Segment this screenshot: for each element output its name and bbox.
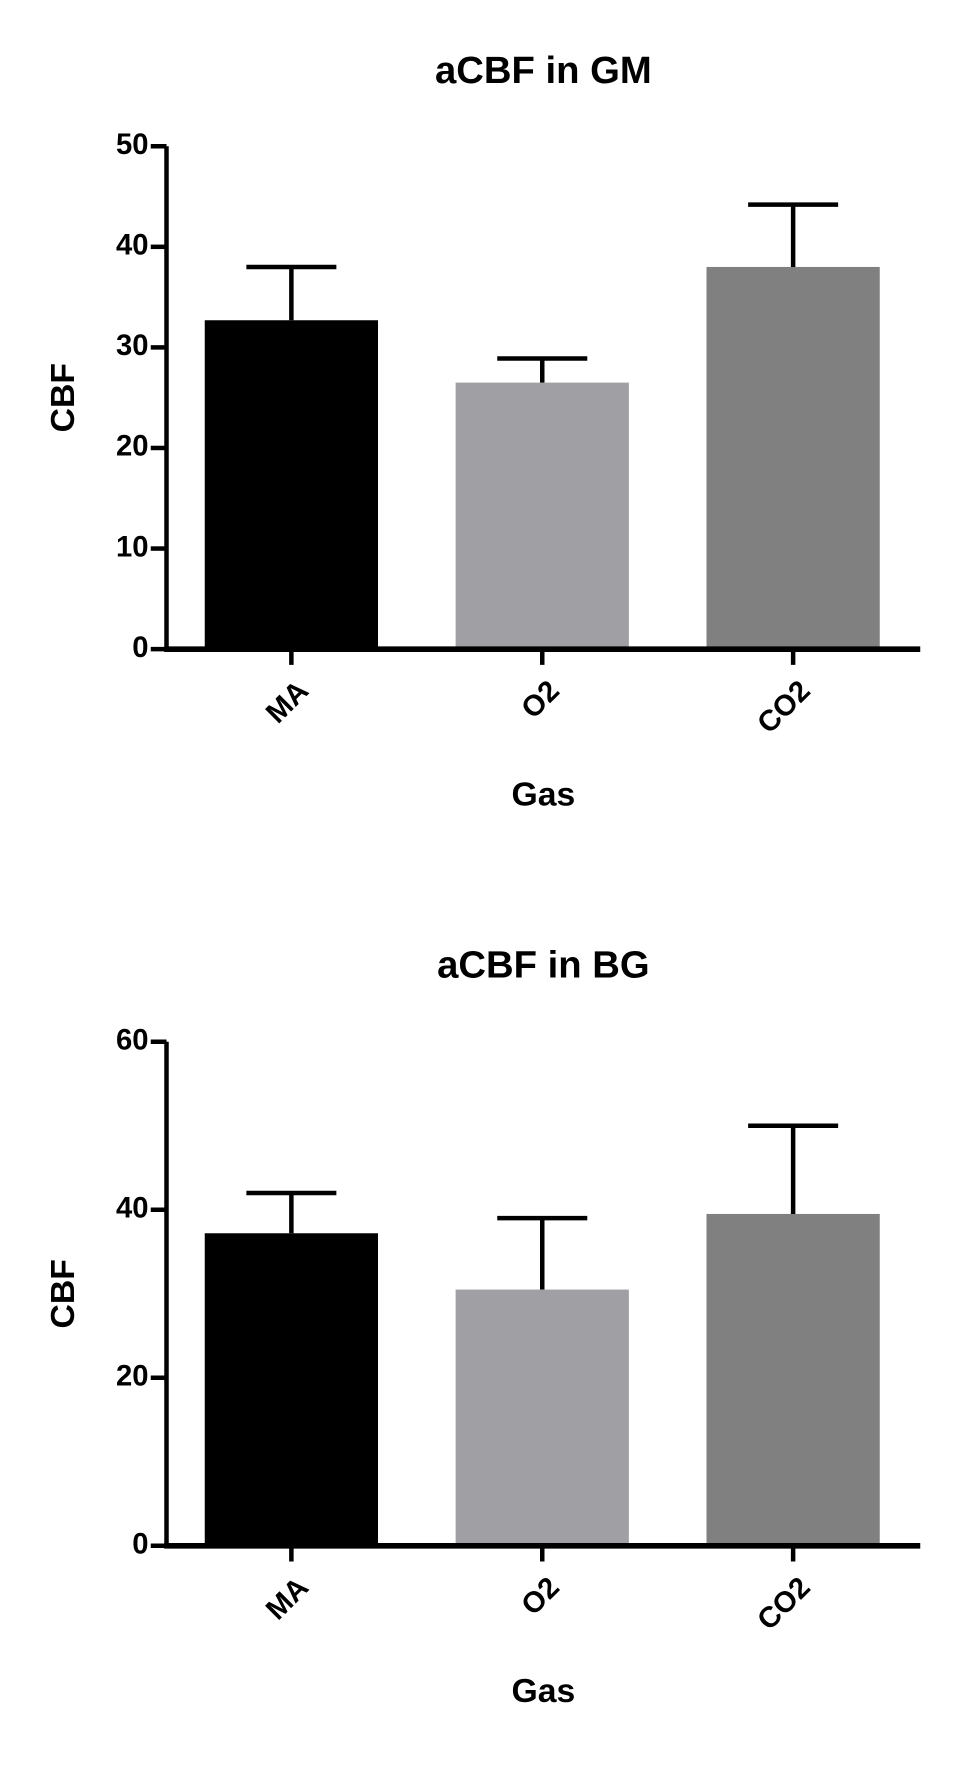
x-tick-label: MA (260, 1571, 315, 1626)
bar (706, 266, 880, 650)
x-tick-label: O2 (516, 1571, 566, 1621)
chart: aCBF in BG CBF Gas MA O2 CO2 0 20 40 60 (44, 944, 921, 1710)
bar (455, 382, 629, 650)
y-tick-label: 60 (116, 1024, 149, 1056)
x-tick-label: MA (260, 675, 315, 730)
y-tick-label: 0 (132, 1528, 148, 1560)
y-tick-label: 40 (116, 230, 149, 262)
bar (204, 1233, 378, 1546)
chart-title: aCBF in BG (437, 944, 650, 987)
y-tick-label: 0 (132, 632, 148, 664)
y-tick-label: 30 (116, 330, 149, 362)
chart: aCBF in GM CBF Gas MA O2 CO2 0 10 20 30 40 50 (44, 49, 921, 813)
bar (706, 1213, 880, 1546)
chart-title: aCBF in GM (435, 49, 652, 92)
bar (204, 320, 378, 650)
y-axis-label: CBF (44, 363, 82, 432)
y-tick-label: 40 (116, 1192, 149, 1224)
y-tick-label: 50 (116, 129, 149, 161)
x-tick-label: CO2 (752, 675, 817, 740)
x-axis-label: Gas (511, 1672, 575, 1710)
bar (455, 1289, 629, 1546)
y-tick-label: 10 (116, 531, 149, 563)
y-tick-label: 20 (116, 1360, 149, 1392)
x-tick-label: O2 (516, 675, 566, 725)
x-axis-label: Gas (511, 775, 575, 813)
y-axis-label: CBF (44, 1259, 82, 1328)
y-tick-label: 20 (116, 431, 149, 463)
x-tick-label: CO2 (752, 1571, 817, 1636)
